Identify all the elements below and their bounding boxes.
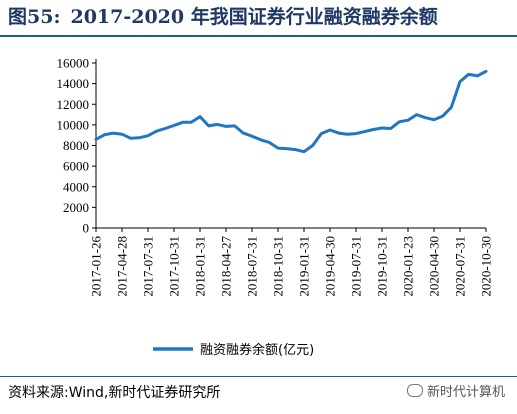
x-tick-label: 2020-04-30 xyxy=(427,236,442,297)
series-line xyxy=(94,69,488,154)
y-tick-label: 4000 xyxy=(63,179,89,194)
y-tick-label: 0 xyxy=(83,221,90,236)
line-chart: 0 2000 4000 6000 8000 10000 12000 14000 16000 201… xyxy=(57,56,494,359)
x-tick-label: 2019-07-31 xyxy=(349,236,364,297)
bottom-rule xyxy=(0,376,517,377)
x-tick-label: 2019-04-30 xyxy=(323,236,338,297)
x-tick-label: 2020-07-31 xyxy=(453,236,468,297)
y-tick-label: 12000 xyxy=(57,97,90,112)
x-tick-label: 2018-01-31 xyxy=(193,236,208,297)
source-note: 资料来源:Wind,新时代证券研究所 xyxy=(8,385,221,401)
y-tick-label: 2000 xyxy=(63,200,89,215)
figure-title: 图55: 2017-2020 年我国证券行业融资融券余额 xyxy=(8,2,508,32)
x-tick-label: 2019-10-31 xyxy=(375,236,390,297)
y-tick-label: 6000 xyxy=(63,159,89,174)
y-tick-label: 8000 xyxy=(63,138,89,153)
x-tick-label: 2017-01-26 xyxy=(89,236,104,297)
x-tick-label: 2017-10-31 xyxy=(167,236,182,297)
legend-label: 融资融券余额(亿元) xyxy=(200,342,314,358)
x-tick-label: 2018-04-27 xyxy=(219,236,234,297)
x-tick-label: 2020-01-23 xyxy=(401,236,416,297)
x-tick-label: 2019-01-31 xyxy=(297,236,312,297)
watermark-text: 新时代计算机 xyxy=(426,385,505,400)
x-tick-label: 2017-04-28 xyxy=(115,236,130,297)
figure-label: 图55: xyxy=(8,6,61,28)
wechat-icon xyxy=(406,384,423,397)
x-tick-label: 2018-07-31 xyxy=(245,236,260,297)
top-rule xyxy=(0,35,517,37)
y-tick-label: 14000 xyxy=(57,76,90,91)
y-tick-label: 10000 xyxy=(57,117,90,132)
x-tick-label: 2018-10-31 xyxy=(271,236,286,297)
x-tick-label: 2017-07-31 xyxy=(141,236,156,297)
watermark: 新时代计算机 xyxy=(406,382,505,404)
y-tick-label: 16000 xyxy=(57,56,90,71)
figure-title-text: 2017-2020 年我国证券行业融资融券余额 xyxy=(70,6,438,28)
x-tick-label: 2020-10-30 xyxy=(479,236,494,297)
